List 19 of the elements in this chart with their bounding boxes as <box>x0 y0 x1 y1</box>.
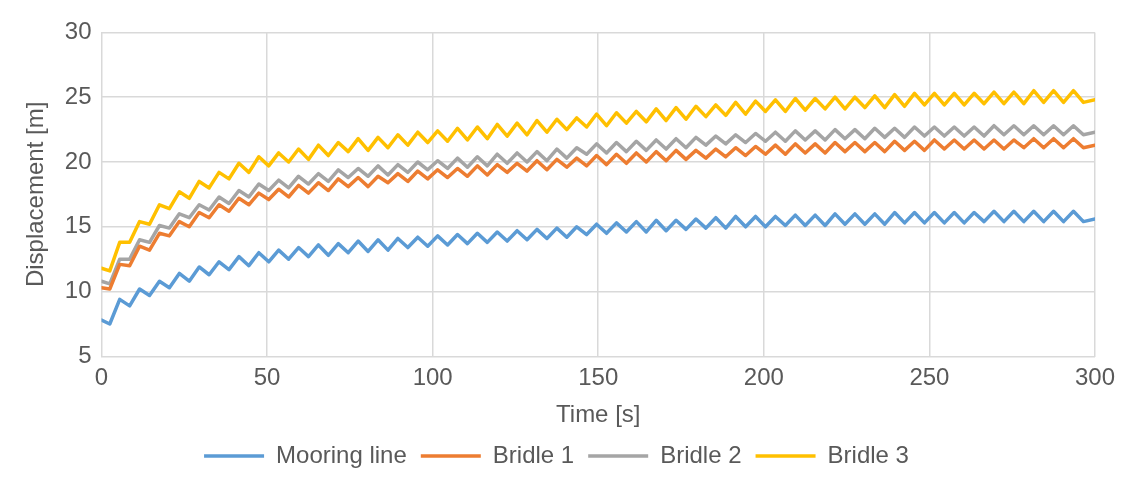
x-tick-label: 100 <box>412 363 453 391</box>
y-tick-label: 15 <box>64 211 92 239</box>
legend-label: Mooring line <box>276 440 407 468</box>
legend-label: Bridle 3 <box>827 440 909 468</box>
y-axis-title: Displacement [m] <box>21 101 49 288</box>
y-tick-label: 5 <box>78 341 92 369</box>
x-axis-title: Time [s] <box>556 400 641 428</box>
x-tick-label: 50 <box>253 363 281 391</box>
legend-label: Bridle 1 <box>492 440 575 468</box>
legend-label: Bridle 2 <box>660 440 742 468</box>
x-tick-label: 200 <box>743 363 784 391</box>
y-tick-label: 10 <box>64 276 92 304</box>
x-tick-label: 300 <box>1074 363 1116 391</box>
x-tick-label: 250 <box>909 363 950 391</box>
x-tick-label: 0 <box>94 363 109 391</box>
y-tick-label: 25 <box>64 81 92 109</box>
y-tick-label: 20 <box>64 146 92 174</box>
y-tick-label: 30 <box>64 17 92 45</box>
x-tick-label: 150 <box>578 363 619 391</box>
